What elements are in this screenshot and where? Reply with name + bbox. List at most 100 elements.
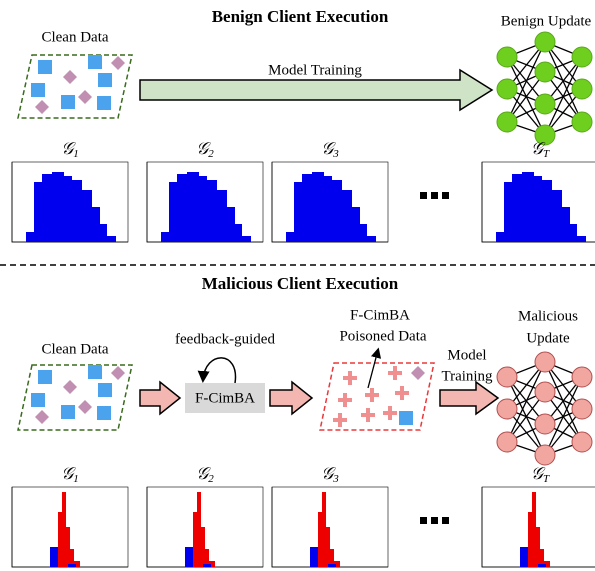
- graph-label: 𝒢3: [321, 139, 339, 160]
- histogram: [328, 564, 336, 567]
- pointer: [368, 350, 378, 388]
- diamond: [35, 410, 49, 424]
- graph-label: 𝒢T: [531, 464, 550, 485]
- histogram: [203, 564, 211, 567]
- diamond: [35, 100, 49, 114]
- node: [572, 399, 592, 419]
- histogram: [26, 172, 116, 242]
- square: [31, 83, 45, 97]
- cross: [383, 406, 397, 420]
- poisoned-label: F-CimBA: [350, 307, 410, 323]
- diamond: [111, 366, 125, 380]
- square: [61, 405, 75, 419]
- histogram: [538, 564, 546, 567]
- square: [31, 393, 45, 407]
- diamond: [111, 56, 125, 70]
- graph-label: 𝒢1: [61, 139, 79, 160]
- arrow: [140, 382, 180, 414]
- diamond: [78, 90, 92, 104]
- histograms: 𝒢1 𝒢2 𝒢3 𝒢T: [12, 464, 595, 567]
- histogram: [520, 547, 528, 567]
- ellipsis-dot: [431, 517, 438, 524]
- node: [497, 432, 517, 452]
- diamond: [411, 366, 425, 380]
- node: [572, 367, 592, 387]
- square: [38, 370, 52, 384]
- node: [535, 32, 555, 52]
- node: [572, 432, 592, 452]
- node: [497, 367, 517, 387]
- cross: [365, 388, 379, 402]
- ellipsis-dot: [431, 192, 438, 199]
- histogram: [161, 172, 251, 242]
- node: [572, 47, 592, 67]
- node: [535, 62, 555, 82]
- cross: [388, 366, 402, 380]
- network: [497, 352, 592, 465]
- histogram: [286, 172, 376, 242]
- update-label: Update: [526, 330, 570, 346]
- square: [38, 60, 52, 74]
- section-title: Malicious Client Execution: [202, 274, 399, 293]
- histogram: [528, 492, 550, 567]
- node: [535, 445, 555, 465]
- histogram: [185, 547, 193, 567]
- section-title: Benign Client Execution: [212, 7, 389, 26]
- square: [98, 383, 112, 397]
- poisoned-label: Poisoned Data: [339, 328, 426, 344]
- graph-label: 𝒢2: [196, 139, 214, 160]
- ellipsis-dot: [420, 517, 427, 524]
- square: [61, 95, 75, 109]
- square: [88, 55, 102, 69]
- node: [572, 79, 592, 99]
- node: [497, 79, 517, 99]
- square: [88, 365, 102, 379]
- cross: [361, 408, 375, 422]
- cross: [343, 371, 357, 385]
- graph-label: 𝒢3: [321, 464, 339, 485]
- cross: [395, 386, 409, 400]
- node: [572, 112, 592, 132]
- network: [497, 32, 592, 145]
- node: [535, 414, 555, 434]
- square: [97, 406, 111, 420]
- data-points: [31, 365, 125, 424]
- feedback-loop: [203, 358, 235, 383]
- square: [399, 411, 413, 425]
- node: [497, 112, 517, 132]
- cross: [338, 393, 352, 407]
- diamond: [63, 70, 77, 84]
- node: [497, 399, 517, 419]
- data-label: Clean Data: [41, 29, 108, 45]
- data-points: [31, 55, 125, 114]
- graph-label: 𝒢2: [196, 464, 214, 485]
- arrow-label: Training: [441, 368, 493, 384]
- histogram: [496, 172, 586, 242]
- square: [98, 73, 112, 87]
- diamond: [78, 400, 92, 414]
- histogram: [310, 547, 318, 567]
- cross: [333, 413, 347, 427]
- attack-box-label: F-CimBA: [195, 390, 255, 406]
- histogram: [318, 492, 340, 567]
- training-arrow: [440, 382, 498, 414]
- figure: Benign Client Execution Clean Data Model…: [0, 0, 595, 571]
- node: [497, 47, 517, 67]
- loop-label: feedback-guided: [175, 331, 275, 347]
- data-label: Clean Data: [41, 341, 108, 357]
- ellipsis-dot: [442, 517, 449, 524]
- histogram: [193, 492, 215, 567]
- square: [97, 96, 111, 110]
- histogram: [58, 492, 80, 567]
- graph-label: 𝒢1: [61, 464, 79, 485]
- update-label: Malicious: [518, 308, 578, 324]
- data-points: [333, 366, 425, 427]
- node: [535, 94, 555, 114]
- node: [535, 352, 555, 372]
- ellipsis-dot: [420, 192, 427, 199]
- arrow: [270, 382, 312, 414]
- arrow-label: Model Training: [268, 62, 362, 78]
- update-label: Benign Update: [501, 13, 592, 29]
- histogram: [68, 564, 76, 567]
